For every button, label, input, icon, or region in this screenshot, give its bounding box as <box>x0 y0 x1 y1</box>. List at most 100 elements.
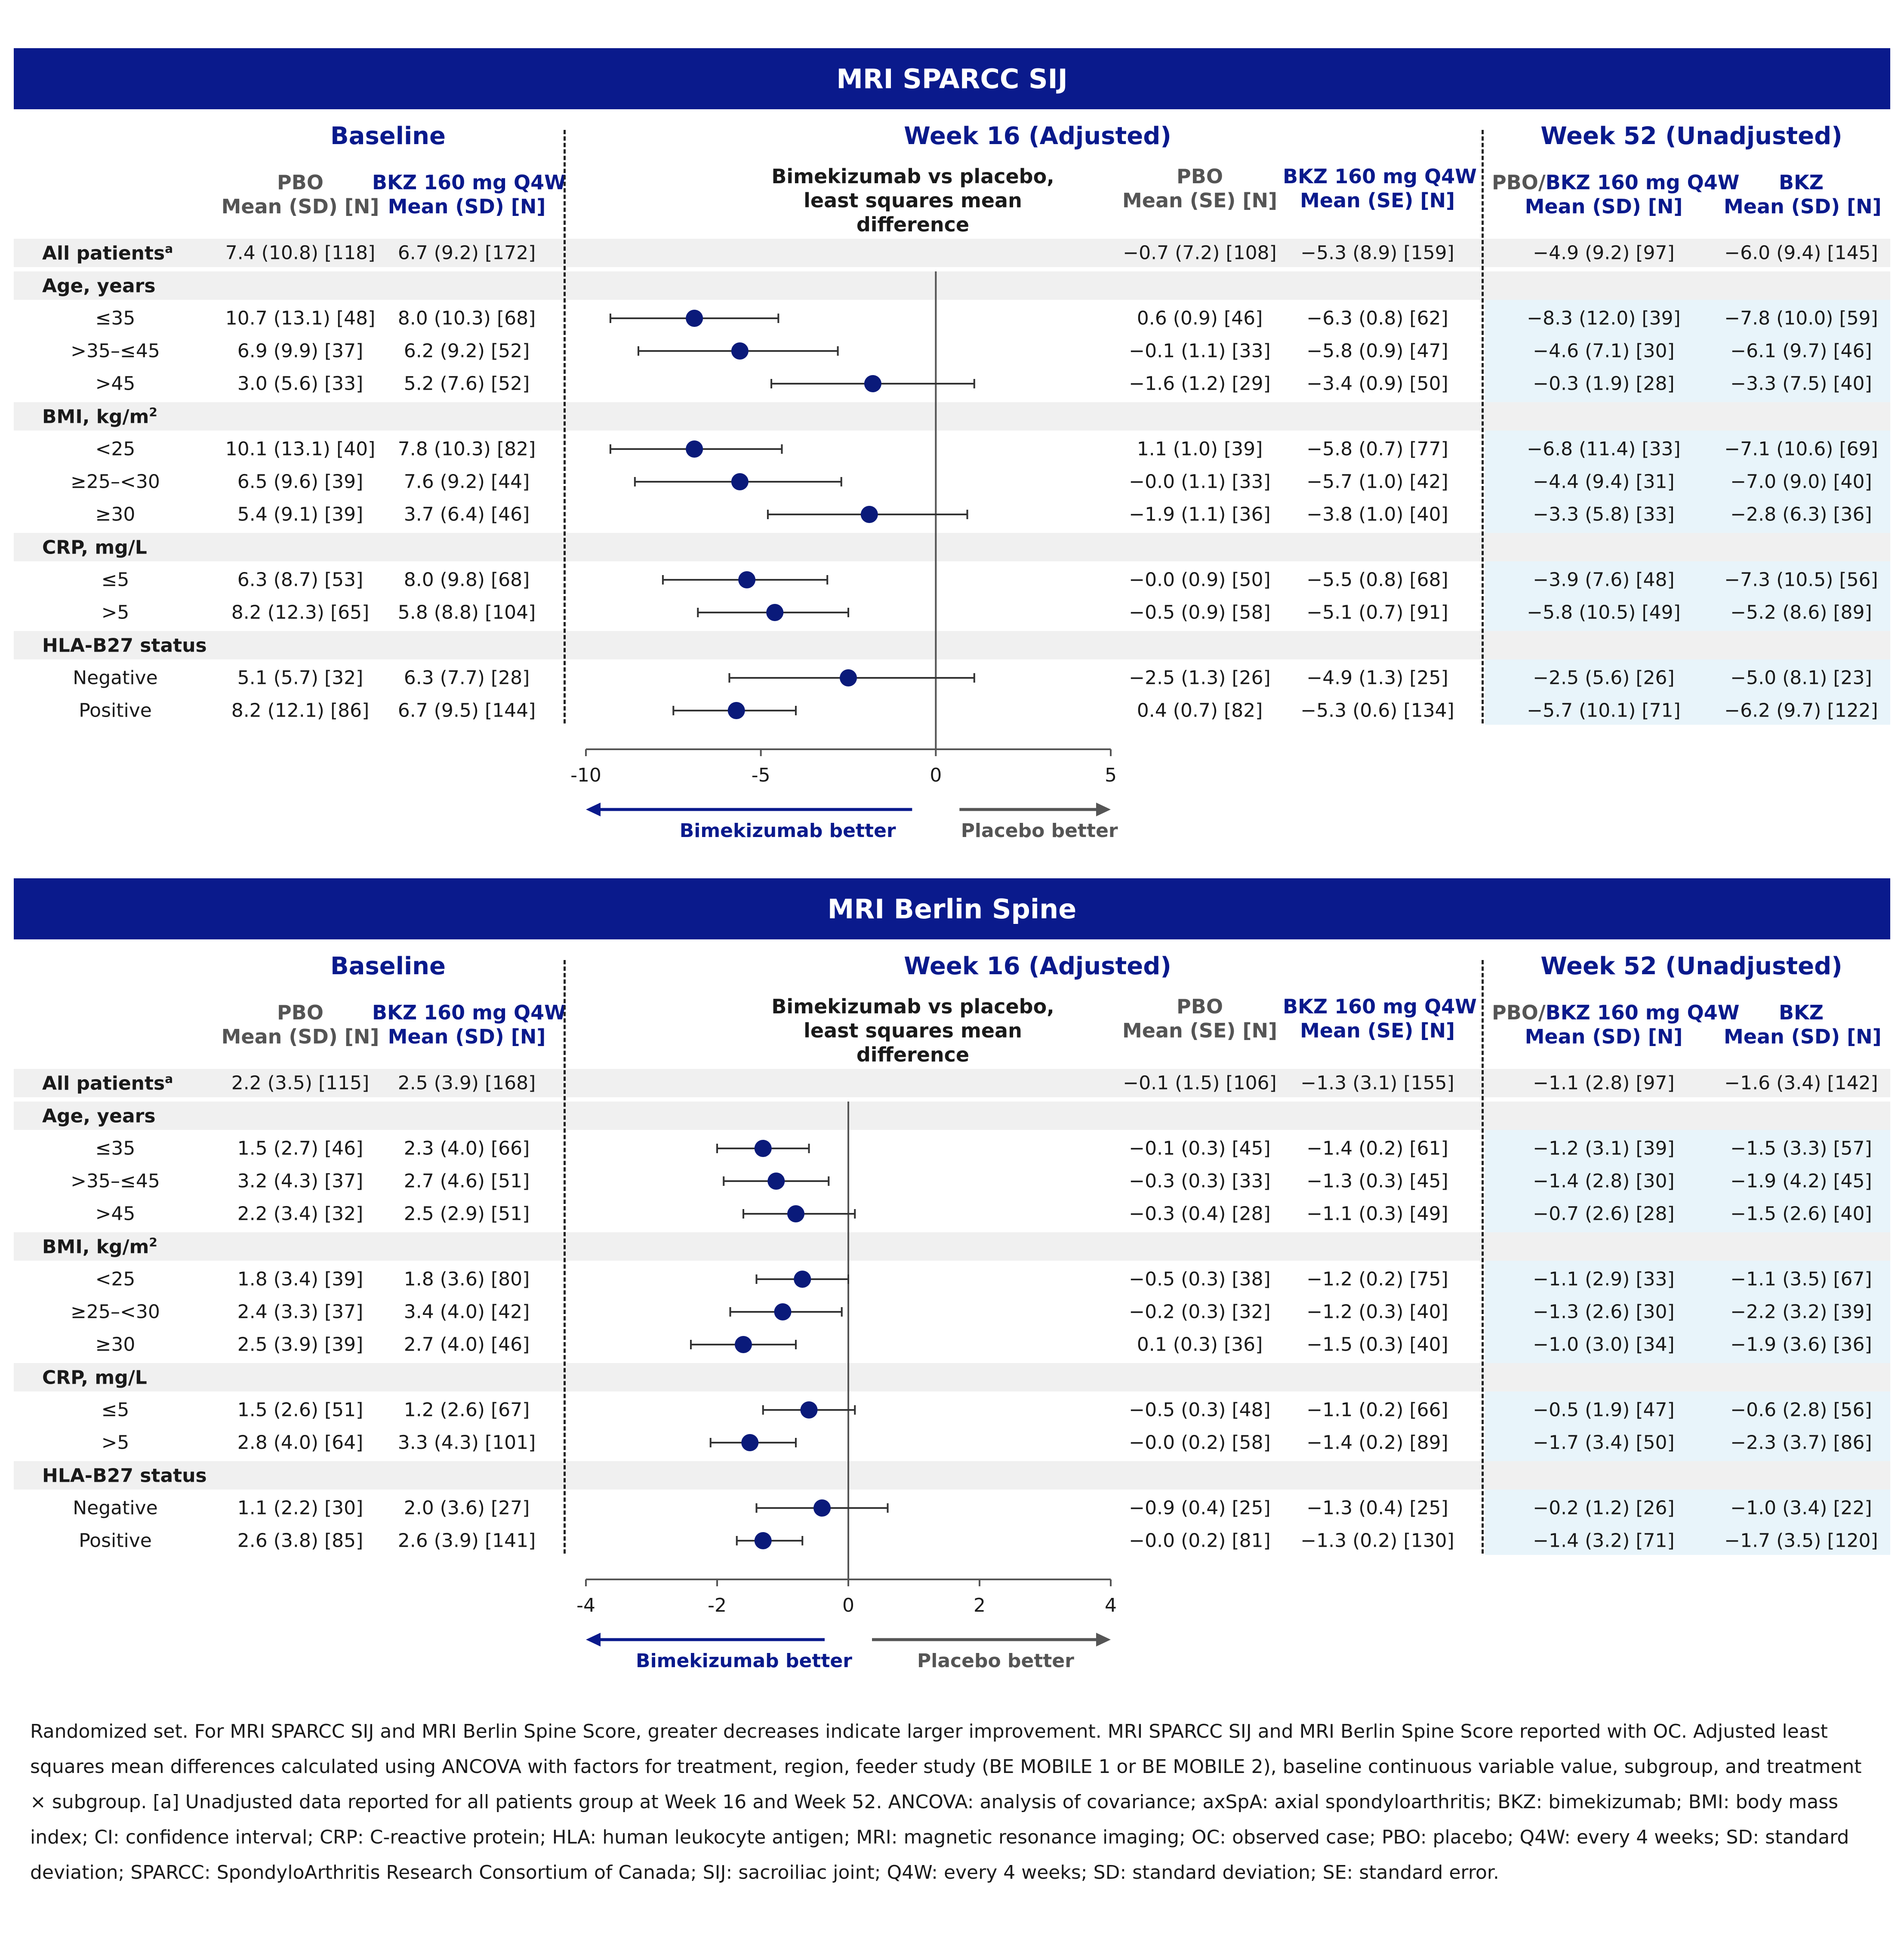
subgroup-band <box>14 1102 1890 1130</box>
col-pbo16-header: PBO Mean (SE) [N] <box>1114 164 1286 212</box>
point-estimate <box>860 506 878 523</box>
cell-w16-pbo: −0.2 (0.3) [32] <box>1129 1301 1271 1323</box>
cell-b-bkz: 8.0 (9.8) [68] <box>404 569 530 591</box>
arrow-right-label: Placebo better <box>961 820 1118 842</box>
point-estimate <box>800 1401 818 1419</box>
all-patients-label: All patientsa <box>42 1072 173 1095</box>
cell-w16-bkz: −1.4 (0.2) [61] <box>1306 1137 1448 1160</box>
point-estimate <box>754 1140 772 1157</box>
point-estimate <box>767 1173 785 1190</box>
subgroup-label: <25 <box>95 438 136 460</box>
cell-b-bkz: 1.2 (2.6) [67] <box>404 1399 530 1421</box>
cell-w16-bkz: −1.3 (0.3) [45] <box>1306 1170 1448 1192</box>
subgroup-label: >45 <box>95 1203 136 1225</box>
cell-w52-pbo: −2.5 (5.6) [26] <box>1533 667 1675 689</box>
header-line: BKZ <box>1778 171 1824 194</box>
cell-b-bkz: 5.8 (8.8) [104] <box>397 601 536 624</box>
panel-berlin-spine: MRI Berlin Spine Baseline Week 16 (Adjuste… <box>14 878 1890 1687</box>
header-line: PBO <box>1177 165 1223 188</box>
cell-w52-bkz: −7.1 (10.6) [69] <box>1724 438 1878 460</box>
subgroup-header-text: BMI, kg/m <box>42 406 149 428</box>
cell-w16-pbo: 1.1 (1.0) [39] <box>1137 438 1263 460</box>
subgroup-band <box>14 1363 1890 1391</box>
col-pbo-header: PBO Mean (SD) [N] <box>214 1000 386 1049</box>
cell-b-bkz: 2.5 (2.9) [51] <box>404 1203 530 1225</box>
cell-w16-bkz: −5.7 (1.0) [42] <box>1306 471 1448 493</box>
all-patients-band <box>14 1069 1890 1097</box>
cell-w52-bkz: −1.7 (3.5) [120] <box>1724 1530 1878 1552</box>
cell-w16-bkz: −5.8 (0.7) [77] <box>1306 438 1448 460</box>
cell-w52-bkz: −1.6 (3.4) [142] <box>1724 1072 1878 1094</box>
cell-w52-pbo: −4.4 (9.4) [31] <box>1533 471 1675 493</box>
all-patients-label: All patientsa <box>42 242 173 265</box>
header-line: Mean (SE) [N] <box>1122 189 1277 212</box>
point-estimate <box>727 702 745 719</box>
subgroup-label: >35–≤45 <box>71 340 160 362</box>
panel-sparcc-sij: MRI SPARCC SIJ Baseline Week 16 (Adjusted)… <box>14 48 1890 857</box>
col-bkz-header: BKZ 160 mg Q4W Mean (SD) [N] <box>372 1000 566 1049</box>
cell-w52-bkz: −7.3 (10.5) [56] <box>1724 569 1878 591</box>
col-pbo52-header: PBO/BKZ 160 mg Q4W Mean (SD) [N] <box>1492 1000 1740 1049</box>
subgroup-header-text: CRP, mg/L <box>42 1366 147 1389</box>
cell-b-bkz: 2.5 (3.9) [168] <box>397 1072 536 1094</box>
point-estimate <box>813 1499 831 1517</box>
cell-b-pbo: 1.5 (2.6) [51] <box>237 1399 364 1421</box>
cell-b-bkz: 6.2 (9.2) [52] <box>404 340 530 362</box>
col-pbo52-header: PBO/BKZ 160 mg Q4W Mean (SD) [N] <box>1492 170 1740 219</box>
cell-w52-bkz: −1.5 (2.6) [40] <box>1730 1203 1872 1225</box>
x-tick-label: 0 <box>842 1594 854 1616</box>
cell-w52-pbo: −5.8 (10.5) [49] <box>1527 601 1681 624</box>
subgroup-label: ≤35 <box>95 1137 136 1160</box>
header-line: Mean (SD) [N] <box>1724 195 1882 218</box>
week52-header: Week 52 (Unadjusted) <box>1540 952 1842 980</box>
cell-w16-pbo: −0.3 (0.4) [28] <box>1129 1203 1271 1225</box>
arrow-left-head <box>586 1633 601 1647</box>
x-tick-label: -2 <box>708 1594 727 1616</box>
x-tick-label: -5 <box>752 764 770 786</box>
all-patients-text: All patients <box>42 242 165 265</box>
cell-b-pbo: 2.2 (3.5) [115] <box>231 1072 370 1094</box>
cell-w16-pbo: −2.5 (1.3) [26] <box>1129 667 1271 689</box>
cell-w52-pbo: −3.3 (5.8) [33] <box>1533 503 1675 526</box>
cell-w52-bkz: −1.5 (3.3) [57] <box>1730 1137 1872 1160</box>
cell-w16-pbo: −0.5 (0.3) [48] <box>1129 1399 1271 1421</box>
cell-w52-bkz: −0.6 (2.8) [56] <box>1730 1399 1872 1421</box>
point-estimate <box>686 310 703 327</box>
point-estimate <box>754 1532 772 1549</box>
cell-b-bkz: 2.7 (4.6) [51] <box>404 1170 530 1192</box>
point-estimate <box>741 1434 759 1451</box>
header-line: BKZ 160 mg Q4W <box>372 171 566 194</box>
subgroup-header: CRP, mg/L <box>42 536 147 558</box>
cell-w52-bkz: −2.2 (3.2) [39] <box>1730 1301 1872 1323</box>
cell-w16-bkz: −1.3 (0.2) [130] <box>1300 1530 1454 1552</box>
subgroup-label: >35–≤45 <box>71 1170 160 1192</box>
cell-w52-pbo: −1.3 (2.6) [30] <box>1533 1301 1675 1323</box>
point-estimate <box>864 375 881 392</box>
forest-plot: -10 -5 0 5 Bimekizumab better Placebo better <box>570 271 1118 842</box>
subgroup-header: HLA-B27 status <box>42 634 207 656</box>
subgroup-header: Age, years <box>42 1105 156 1127</box>
baseline-header: Baseline <box>330 122 446 150</box>
cell-b-bkz: 6.3 (7.7) [28] <box>404 667 530 689</box>
subgroup-header-text: BMI, kg/m <box>42 1236 149 1258</box>
cell-b-bkz: 7.8 (10.3) [82] <box>397 438 536 460</box>
arrow-left-label: Bimekizumab better <box>636 1650 852 1672</box>
cell-w52-pbo: −0.5 (1.9) [47] <box>1533 1399 1675 1421</box>
cell-w16-bkz: −3.8 (1.0) [40] <box>1306 503 1448 526</box>
header-line: BKZ 160 mg Q4W <box>1545 1001 1740 1024</box>
cell-w52-pbo: −1.4 (2.8) [30] <box>1533 1170 1675 1192</box>
cell-w52-bkz: −3.3 (7.5) [40] <box>1730 372 1872 395</box>
subgroup-label: ≤5 <box>101 1399 129 1421</box>
subgroup-label: >45 <box>95 372 136 395</box>
footnote-marker: a <box>165 241 173 256</box>
point-estimate <box>787 1205 804 1222</box>
cell-w16-bkz: −1.5 (0.3) [40] <box>1306 1333 1448 1356</box>
cell-w16-pbo: −0.3 (0.3) [33] <box>1129 1170 1271 1192</box>
cell-w16-pbo: 0.4 (0.7) [82] <box>1137 699 1263 722</box>
cell-w16-pbo: −0.0 (1.1) [33] <box>1129 471 1271 493</box>
col-bkz16-header: BKZ 160 mg Q4W Mean (SE) [N] <box>1283 994 1477 1043</box>
col-pbo-header: PBO Mean (SD) [N] <box>214 170 386 219</box>
cell-w52-bkz: −1.1 (3.5) [67] <box>1730 1268 1872 1290</box>
header-line: BKZ 160 mg Q4W <box>372 1001 566 1024</box>
subgroup-label: ≥25–<30 <box>71 1301 160 1323</box>
